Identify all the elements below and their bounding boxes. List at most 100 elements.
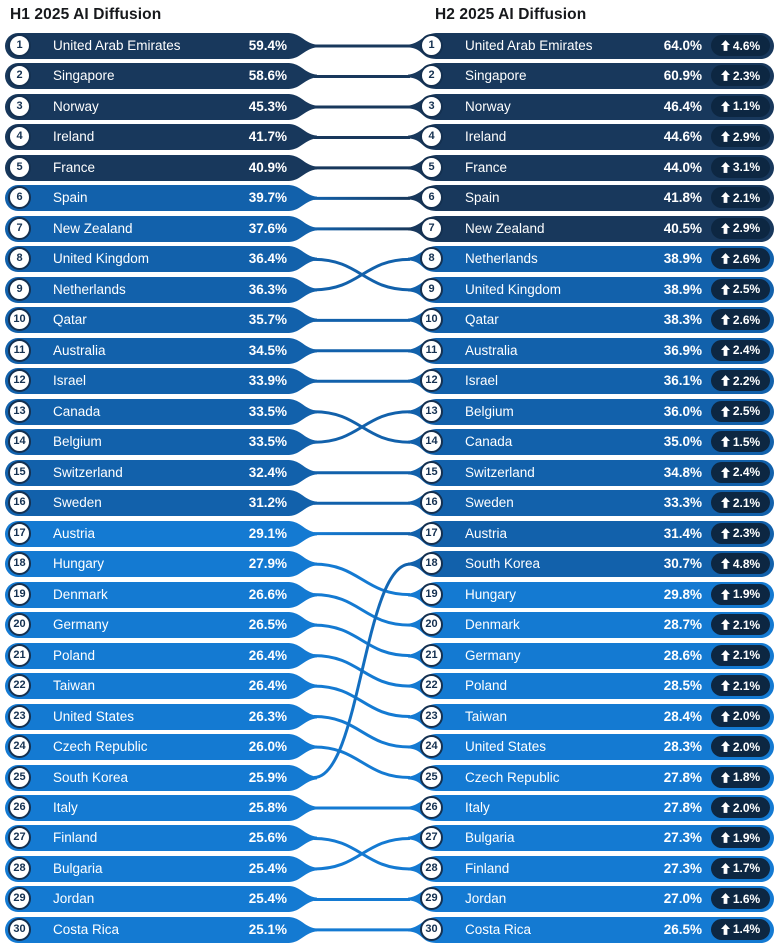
h2-row-hungary[interactable]: 19 Hungary 29.8% 1.9% [408, 581, 774, 608]
h2-row-belgium[interactable]: 13 Belgium 36.0% 2.5% [408, 398, 774, 425]
h2-row-france[interactable]: 5 France 44.0% 3.1% [408, 154, 774, 181]
h2-row-singapore[interactable]: 2 Singapore 60.9% 2.3% [408, 63, 774, 90]
country-label: Norway [53, 98, 99, 114]
row-bar [5, 459, 289, 486]
h2-row-ireland[interactable]: 4 Ireland 44.6% 2.9% [408, 124, 774, 151]
h2-row-czech-republic[interactable]: 25 Czech Republic 27.8% 1.8% [408, 764, 774, 791]
value-label: 38.9% [663, 251, 702, 267]
h1-row-costa-rica[interactable]: 30 Costa Rica 25.1% [5, 916, 317, 943]
row-bar [5, 673, 289, 700]
h1-row-south-korea[interactable]: 25 South Korea 25.9% [5, 764, 317, 791]
h1-row-australia[interactable]: 11 Australia 34.5% [5, 337, 317, 364]
h2-row-qatar[interactable]: 10 Qatar 38.3% 2.6% [408, 307, 774, 334]
country-label: Germany [465, 647, 521, 663]
rank-badge: 23 [420, 704, 443, 728]
h2-row-jordan[interactable]: 29 Jordan 27.0% 1.6% [408, 886, 774, 913]
h2-row-norway[interactable]: 3 Norway 46.4% 1.1% [408, 93, 774, 120]
h1-row-jordan[interactable]: 29 Jordan 25.4% [5, 886, 317, 913]
h1-row-new-zealand[interactable]: 7 New Zealand 37.6% [5, 215, 317, 242]
h2-row-bulgaria[interactable]: 27 Bulgaria 27.3% 1.9% [408, 825, 774, 852]
h2-row-united-arab-emirates[interactable]: 1 United Arab Emirates 64.0% 4.6% [408, 33, 774, 59]
delta-label: 2.0% [732, 800, 761, 815]
h1-row-austria[interactable]: 17 Austria 29.1% [5, 520, 317, 547]
h2-row-poland[interactable]: 22 Poland 28.5% 2.1% [408, 673, 774, 700]
h2-row-israel[interactable]: 12 Israel 36.1% 2.2% [408, 368, 774, 395]
rank-badge: 19 [420, 582, 443, 606]
value-label: 25.6% [248, 830, 287, 846]
h1-row-germany[interactable]: 20 Germany 26.5% [5, 612, 317, 639]
h1-row-ireland[interactable]: 4 Ireland 41.7% [5, 124, 317, 151]
row-tip-shape [289, 855, 317, 882]
h2-row-united-kingdom[interactable]: 9 United Kingdom 38.9% 2.5% [408, 276, 774, 303]
h1-row-denmark[interactable]: 19 Denmark 26.6% [5, 581, 317, 608]
rank-badge: 17 [420, 521, 443, 545]
h1-row-spain[interactable]: 6 Spain 39.7% [5, 185, 317, 212]
value-label: 26.5% [663, 921, 702, 937]
rank-link [313, 562, 411, 780]
h2-row-australia[interactable]: 11 Australia 36.9% 2.4% [408, 337, 774, 364]
h1-row-netherlands[interactable]: 9 Netherlands 36.3% [5, 276, 317, 303]
rank-badge: 21 [420, 643, 443, 667]
h2-row-south-korea[interactable]: 18 South Korea 30.7% 4.8% [408, 551, 774, 578]
h1-row-france[interactable]: 5 France 40.9% [5, 154, 317, 181]
delta-badge: 2.5% [711, 278, 770, 300]
h2-row-sweden[interactable]: 16 Sweden 33.3% 2.1% [408, 490, 774, 517]
h1-row-hungary[interactable]: 18 Hungary 27.9% [5, 551, 317, 578]
h2-row-switzerland[interactable]: 15 Switzerland 34.8% 2.4% [408, 459, 774, 486]
h1-row-united-arab-emirates[interactable]: 1 United Arab Emirates 59.4% [5, 33, 317, 59]
h1-row-czech-republic[interactable]: 24 Czech Republic 26.0% [5, 734, 317, 761]
h2-row-germany[interactable]: 21 Germany 28.6% 2.1% [408, 642, 774, 669]
row-tip-shape [289, 33, 317, 59]
rank-badge: 3 [420, 94, 443, 118]
country-label: Singapore [465, 68, 527, 84]
row-tip-shape [289, 734, 317, 761]
value-label: 28.7% [663, 617, 702, 633]
h1-row-singapore[interactable]: 2 Singapore 58.6% [5, 63, 317, 90]
h1-row-sweden[interactable]: 16 Sweden 31.2% [5, 490, 317, 517]
h2-row-finland[interactable]: 28 Finland 27.3% 1.7% [408, 855, 774, 882]
h1-row-italy[interactable]: 26 Italy 25.8% [5, 795, 317, 821]
h2-row-canada[interactable]: 14 Canada 35.0% 1.5% [408, 429, 774, 456]
row-bar [5, 764, 289, 791]
delta-badge: 2.1% [711, 644, 770, 666]
country-label: France [53, 159, 96, 175]
h2-row-austria[interactable]: 17 Austria 31.4% 2.3% [408, 520, 774, 547]
h2-row-netherlands[interactable]: 8 Netherlands 38.9% 2.6% [408, 246, 774, 273]
h2-row-denmark[interactable]: 20 Denmark 28.7% 2.1% [408, 612, 774, 639]
value-label: 31.2% [248, 495, 287, 511]
h1-row-united-kingdom[interactable]: 8 United Kingdom 36.4% [5, 246, 317, 273]
country-label: Poland [53, 647, 96, 663]
h2-row-costa-rica[interactable]: 30 Costa Rica 26.5% 1.4% [408, 916, 774, 943]
row-bar [5, 795, 289, 821]
delta-badge: 2.3% [711, 65, 770, 87]
rank-badge: 2 [8, 64, 31, 88]
country-label: Poland [465, 678, 508, 694]
delta-label: 1.7% [732, 861, 761, 876]
delta-badge: 2.0% [711, 797, 770, 818]
h1-row-norway[interactable]: 3 Norway 45.3% [5, 93, 317, 120]
delta-badge: 3.1% [711, 156, 770, 178]
h1-row-switzerland[interactable]: 15 Switzerland 32.4% [5, 459, 317, 486]
value-label: 29.1% [248, 525, 287, 541]
h2-row-new-zealand[interactable]: 7 New Zealand 40.5% 2.9% [408, 215, 774, 242]
value-label: 60.9% [663, 68, 702, 84]
h1-row-poland[interactable]: 21 Poland 26.4% [5, 642, 317, 669]
rank-badge: 28 [8, 856, 31, 880]
h1-row-belgium[interactable]: 14 Belgium 33.5% [5, 429, 317, 456]
h1-row-bulgaria[interactable]: 28 Bulgaria 25.4% [5, 855, 317, 882]
h2-row-italy[interactable]: 26 Italy 27.8% 2.0% [408, 795, 774, 821]
h2-row-united-states[interactable]: 24 United States 28.3% 2.0% [408, 734, 774, 761]
h1-row-finland[interactable]: 27 Finland 25.6% [5, 825, 317, 852]
country-label: United Arab Emirates [465, 38, 593, 53]
value-label: 58.6% [248, 68, 287, 84]
h1-row-canada[interactable]: 13 Canada 33.5% [5, 398, 317, 425]
h1-row-united-states[interactable]: 23 United States 26.3% [5, 703, 317, 730]
value-label: 40.9% [248, 159, 287, 175]
rank-badge: 24 [420, 735, 443, 759]
h1-row-qatar[interactable]: 10 Qatar 35.7% [5, 307, 317, 334]
h2-row-taiwan[interactable]: 23 Taiwan 28.4% 2.0% [408, 703, 774, 730]
h1-row-taiwan[interactable]: 22 Taiwan 26.4% [5, 673, 317, 700]
h1-row-israel[interactable]: 12 Israel 33.9% [5, 368, 317, 395]
h2-row-spain[interactable]: 6 Spain 41.8% 2.1% [408, 185, 774, 212]
up-arrow-icon [720, 619, 730, 631]
